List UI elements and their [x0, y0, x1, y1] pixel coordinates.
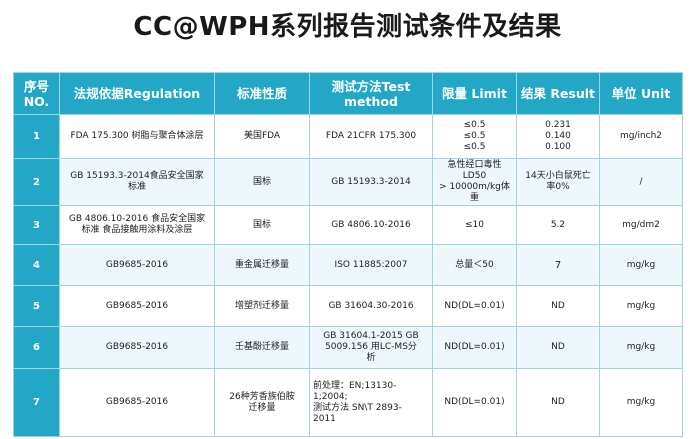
header-standard-type: 标准性质 — [214, 72, 310, 115]
table-row: 5 GB9685-2016 增塑剂迁移量 GB 31604.30-2016 ND… — [13, 285, 683, 327]
row-number: 6 — [13, 326, 60, 369]
header-unit: 单位 Unit — [599, 72, 683, 115]
regulation-cell: GB 4806.10-2016 食品安全国家 标准 食品接触用涂料及涂层 — [59, 205, 215, 245]
regulation-cell: GB9685-2016 — [59, 368, 215, 437]
result-cell: ND — [516, 285, 600, 327]
row-number: 1 — [13, 114, 60, 159]
limit-cell: 总量＜50 — [432, 244, 517, 286]
standard-type-cell: 增塑剂迁移量 — [214, 285, 310, 327]
header-limit: 限量 Limit — [432, 72, 517, 115]
header-no: 序号 NO. — [13, 72, 60, 115]
standard-type-cell: 重金属迁移量 — [214, 244, 310, 286]
table-row: 3 GB 4806.10-2016 食品安全国家 标准 食品接触用涂料及涂层 国… — [13, 205, 683, 245]
result-cell: 7 — [516, 244, 600, 286]
result-cell: 14天小白鼠死亡 率0% — [516, 158, 600, 206]
unit-cell: mg/kg — [599, 326, 683, 369]
unit-cell: mg/kg — [599, 244, 683, 286]
standard-type-cell: 国标 — [214, 205, 310, 245]
limit-cell: ND(DL=0.01) — [432, 285, 517, 327]
limit-cell: ND(DL=0.01) — [432, 368, 517, 437]
table-row: 4 GB9685-2016 重金属迁移量 ISO 11885:2007 总量＜5… — [13, 244, 683, 286]
row-number: 7 — [13, 368, 60, 437]
table-row: 2 GB 15193.3-2014食品安全国家 标准 国标 GB 15193.3… — [13, 158, 683, 206]
result-cell: 5.2 — [516, 205, 600, 245]
standard-type-cell: 26种芳香族伯胺 迁移量 — [214, 368, 310, 437]
result-cell: 0.231 0.140 0.100 — [516, 114, 600, 159]
test-method-cell: FDA 21CFR 175.300 — [309, 114, 433, 159]
table-header-row: 序号 NO. 法规依据Regulation 标准性质 测试方法Test meth… — [13, 72, 683, 115]
regulation-cell: GB9685-2016 — [59, 285, 215, 327]
test-results-table: 序号 NO. 法规依据Regulation 标准性质 测试方法Test meth… — [13, 72, 683, 437]
standard-type-cell: 美国FDA — [214, 114, 310, 159]
unit-cell: mg/kg — [599, 368, 683, 437]
regulation-cell: GB 15193.3-2014食品安全国家 标准 — [59, 158, 215, 206]
result-cell: ND — [516, 368, 600, 437]
test-method-cell: GB 31604.30-2016 — [309, 285, 433, 327]
unit-cell: mg/kg — [599, 285, 683, 327]
regulation-cell: GB9685-2016 — [59, 326, 215, 369]
row-number: 5 — [13, 285, 60, 327]
regulation-cell: FDA 175.300 树脂与聚合体涂层 — [59, 114, 215, 159]
row-number: 4 — [13, 244, 60, 286]
row-number: 2 — [13, 158, 60, 206]
header-result: 结果 Result — [516, 72, 600, 115]
limit-cell: ≤0.5 ≤0.5 ≤0.5 — [432, 114, 517, 159]
row-number: 3 — [13, 205, 60, 245]
test-method-cell: ISO 11885:2007 — [309, 244, 433, 286]
test-method-cell: GB 15193.3-2014 — [309, 158, 433, 206]
result-cell: ND — [516, 326, 600, 369]
limit-cell: ≤10 — [432, 205, 517, 245]
regulation-cell: GB9685-2016 — [59, 244, 215, 286]
test-method-cell: GB 4806.10-2016 — [309, 205, 433, 245]
limit-cell: ND(DL=0.01) — [432, 326, 517, 369]
standard-type-cell: 壬基酚迁移量 — [214, 326, 310, 369]
test-method-cell: 前处理：EN;13130- 1;2004; 测试方法 SN\T 2893- 20… — [309, 368, 433, 437]
unit-cell: mg/dm2 — [599, 205, 683, 245]
unit-cell: mg/inch2 — [599, 114, 683, 159]
table-row: 1 FDA 175.300 树脂与聚合体涂层 美国FDA FDA 21CFR 1… — [13, 114, 683, 159]
header-test-method: 测试方法Test method — [309, 72, 433, 115]
header-regulation: 法规依据Regulation — [59, 72, 215, 115]
test-method-cell: GB 31604.1-2015 GB 5009.156 用LC-MS分 析 — [309, 326, 433, 369]
limit-cell: 急性经口毒性LD50 > 10000m/kg体重 — [432, 158, 517, 206]
page-title: CC@WPH系列报告测试条件及结果 — [133, 12, 562, 42]
table-row: 7 GB9685-2016 26种芳香族伯胺 迁移量 前处理：EN;13130-… — [13, 368, 683, 437]
standard-type-cell: 国标 — [214, 158, 310, 206]
table-row: 6 GB9685-2016 壬基酚迁移量 GB 31604.1-2015 GB … — [13, 326, 683, 369]
unit-cell: / — [599, 158, 683, 206]
